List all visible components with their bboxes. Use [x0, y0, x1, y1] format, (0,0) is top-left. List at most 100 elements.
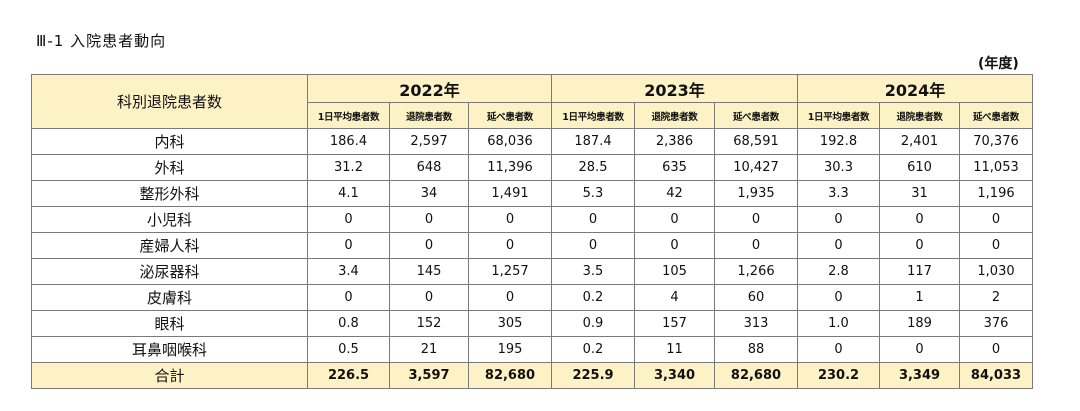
department-name: 産婦人科 [31, 232, 308, 259]
table-cell: 31 [879, 180, 960, 207]
table-cell: 635 [634, 154, 715, 181]
table-row: 産婦人科 0 0 0 0 0 0 0 0 0 [31, 232, 1033, 259]
table-cell: 11 [634, 336, 715, 363]
table-cell: 31.2 [307, 154, 390, 181]
table-cell: 189 [879, 310, 960, 337]
table-cell: 0 [389, 232, 469, 259]
table-cell: 0 [389, 206, 469, 233]
table-cell: 305 [468, 310, 552, 337]
table-cell: 88 [714, 336, 798, 363]
table-cell: 0 [714, 232, 798, 259]
table-cell: 376 [959, 310, 1033, 337]
year-header: 2022年 [307, 74, 552, 103]
table-cell: 0 [634, 206, 715, 233]
table-row: 内科 186.4 2,597 68,036 187.4 2,386 68,591… [31, 128, 1033, 155]
total-cell: 82,680 [714, 362, 798, 389]
table-cell: 105 [634, 258, 715, 285]
year-header: 2024年 [797, 74, 1033, 103]
column-header: 退院患者数 [879, 102, 960, 129]
column-header: 延べ患者数 [714, 102, 798, 129]
total-cell: 225.9 [551, 362, 635, 389]
department-name: 整形外科 [31, 180, 308, 207]
department-name: 眼科 [31, 310, 308, 337]
table-cell: 192.8 [797, 128, 880, 155]
table-cell: 1 [879, 284, 960, 311]
department-name: 皮膚科 [31, 284, 308, 311]
table-row: 泌尿器科 3.4 145 1,257 3.5 105 1,266 2.8 117… [31, 258, 1033, 285]
table-cell: 4.1 [307, 180, 390, 207]
table-cell: 1,196 [959, 180, 1033, 207]
table-cell: 0.9 [551, 310, 635, 337]
table-cell: 0 [879, 206, 960, 233]
column-header: 退院患者数 [389, 102, 469, 129]
table-cell: 0 [634, 232, 715, 259]
header-row-columns: 1日平均患者数 退院患者数 延べ患者数 1日平均患者数 退院患者数 延べ患者数 … [32, 102, 1033, 129]
table-cell: 0 [551, 206, 635, 233]
table-cell: 10,427 [714, 154, 798, 181]
total-row: 合計 226.5 3,597 82,680 225.9 3,340 82,680… [31, 362, 1033, 389]
table-cell: 1,491 [468, 180, 552, 207]
table-cell: 0 [959, 206, 1033, 233]
inpatient-stats-table: 科別退院患者数 2022年 2023年 2024年 1日平均患者数 退院患者数 … [31, 74, 1033, 389]
page-heading: Ⅲ-1 入院患者動向 [36, 32, 167, 50]
table-cell: 0.2 [551, 284, 635, 311]
table-row: 整形外科 4.1 34 1,491 5.3 42 1,935 3.3 31 1,… [31, 180, 1033, 207]
total-cell: 3,340 [634, 362, 715, 389]
table-cell: 0 [959, 232, 1033, 259]
table-cell: 4 [634, 284, 715, 311]
table-cell: 152 [389, 310, 469, 337]
header-row-years: 科別退院患者数 2022年 2023年 2024年 [31, 74, 1033, 129]
table-cell: 0 [797, 336, 880, 363]
department-name: 外科 [31, 154, 308, 181]
table-cell: 117 [879, 258, 960, 285]
column-header: 退院患者数 [634, 102, 715, 129]
total-cell: 3,597 [389, 362, 469, 389]
table-cell: 21 [389, 336, 469, 363]
table-cell: 0 [551, 232, 635, 259]
table-cell: 313 [714, 310, 798, 337]
table-cell: 0 [389, 284, 469, 311]
department-name: 耳鼻咽喉科 [31, 336, 308, 363]
column-header: 延べ患者数 [959, 102, 1033, 129]
table-cell: 186.4 [307, 128, 390, 155]
table-cell: 5.3 [551, 180, 635, 207]
table-cell: 0.2 [551, 336, 635, 363]
table-row: 小児科 0 0 0 0 0 0 0 0 0 [31, 206, 1033, 233]
table-cell: 0 [468, 206, 552, 233]
table-cell: 3.3 [797, 180, 880, 207]
table-cell: 60 [714, 284, 798, 311]
column-header: 1日平均患者数 [551, 102, 635, 129]
column-header: 1日平均患者数 [797, 102, 880, 129]
table-cell: 11,396 [468, 154, 552, 181]
table-cell: 610 [879, 154, 960, 181]
table-cell: 3.5 [551, 258, 635, 285]
table-cell: 2 [959, 284, 1033, 311]
table-row: 皮膚科 0 0 0 0.2 4 60 0 1 2 [31, 284, 1033, 311]
corner-header: 科別退院患者数 [31, 74, 308, 129]
table-cell: 1,266 [714, 258, 798, 285]
table-cell: 0 [879, 232, 960, 259]
table-cell: 2,386 [634, 128, 715, 155]
table-cell: 0 [797, 284, 880, 311]
department-name: 泌尿器科 [31, 258, 308, 285]
column-header: 延べ患者数 [468, 102, 552, 129]
table-cell: 1,935 [714, 180, 798, 207]
table-cell: 157 [634, 310, 715, 337]
department-name: 小児科 [31, 206, 308, 233]
year-header: 2023年 [551, 74, 798, 103]
table-cell: 68,591 [714, 128, 798, 155]
table-cell: 70,376 [959, 128, 1033, 155]
total-cell: 230.2 [797, 362, 880, 389]
table-cell: 28.5 [551, 154, 635, 181]
table-cell: 0 [797, 206, 880, 233]
table-row: 外科 31.2 648 11,396 28.5 635 10,427 30.3 … [31, 154, 1033, 181]
fiscal-year-unit-label: (年度) [978, 56, 1019, 72]
table-cell: 0 [307, 232, 390, 259]
table-cell: 648 [389, 154, 469, 181]
table-cell: 0 [714, 206, 798, 233]
total-cell: 3,349 [879, 362, 960, 389]
table-cell: 1,257 [468, 258, 552, 285]
department-name: 内科 [31, 128, 308, 155]
table-cell: 0 [959, 336, 1033, 363]
table-cell: 3.4 [307, 258, 390, 285]
